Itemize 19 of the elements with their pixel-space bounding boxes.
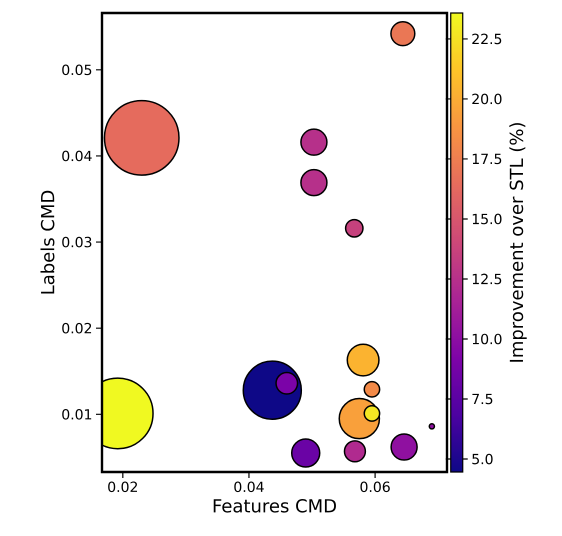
y-tick-label: 0.03 — [62, 236, 92, 248]
color-bar-label: 15.0 — [472, 214, 502, 224]
color-bar-label: 20.0 — [472, 94, 502, 104]
color-bar-label: 17.5 — [472, 154, 502, 164]
color-bar-label: 10.0 — [472, 334, 502, 344]
x-tick-label: 0.02 — [108, 482, 137, 492]
y-tick-label: 0.01 — [62, 409, 92, 420]
y-tick-label: 0.05 — [62, 64, 92, 76]
y-tick-label: 0.04 — [62, 150, 92, 162]
y-axis-title: Labels CMD — [40, 190, 54, 294]
x-tick-label: 0.06 — [360, 482, 390, 492]
color-bar-label: 5.0 — [472, 454, 493, 464]
x-tick-label: 0.04 — [234, 482, 264, 492]
color-bar-label: 12.5 — [472, 274, 502, 284]
x-axis-title: Features CMD — [214, 498, 336, 513]
color-bar-label: 7.5 — [472, 394, 492, 404]
color-bar-label: 22.5 — [472, 34, 502, 44]
color-bar-title: Improvement over STL (%) — [509, 123, 527, 362]
y-tick-label: 0.02 — [62, 322, 92, 334]
